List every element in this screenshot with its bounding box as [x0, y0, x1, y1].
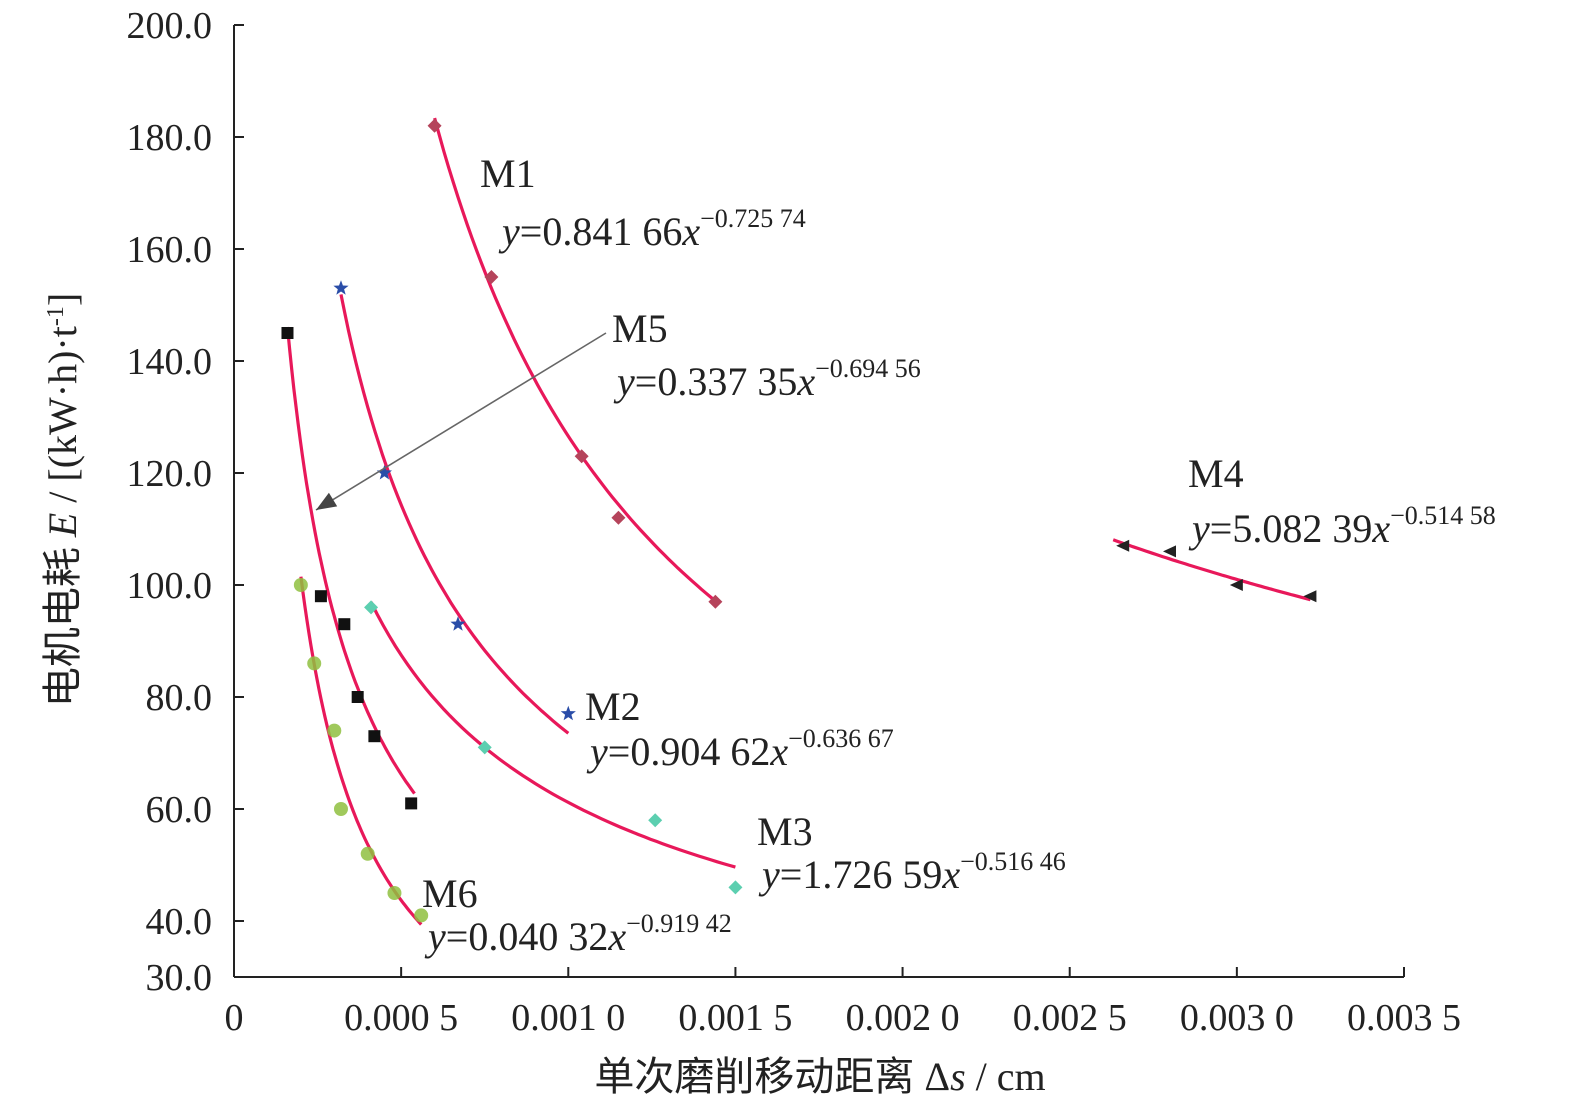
- data-point-m2: [376, 465, 392, 480]
- data-point-m1: [427, 118, 442, 133]
- data-point-m6: [327, 723, 342, 738]
- data-point-m6: [293, 578, 308, 592]
- x-axis-title: 单次磨削移动距离 Δs / cm: [594, 1054, 1045, 1099]
- fit-curve-m6: [299, 576, 423, 926]
- data-point-m5: [351, 691, 364, 703]
- data-point-m5: [368, 730, 381, 743]
- data-points: [281, 118, 1317, 923]
- fit-equation-m4: y=5.082 39x−0.514 58: [1188, 501, 1496, 551]
- series-name-m6: M6: [422, 871, 478, 916]
- fit-equation-m2: y=0.904 62x−0.636 67: [586, 724, 894, 774]
- data-point-m3: [728, 880, 743, 895]
- data-point-m5: [314, 590, 327, 603]
- data-point-m5: [405, 797, 418, 810]
- series-name-m4: M4: [1188, 451, 1244, 496]
- fit-curve-m2: [339, 294, 570, 735]
- data-point-m4: [1116, 539, 1130, 552]
- data-point-m5: [281, 327, 294, 339]
- fit-curve-m4: [1112, 538, 1311, 602]
- y-tick-label: 140.0: [127, 341, 213, 383]
- data-point-m6: [307, 656, 322, 671]
- data-point-m3: [477, 740, 492, 755]
- m5-pointer-arrow: [315, 332, 607, 511]
- fit-curve-m3: [369, 601, 736, 869]
- data-point-m2: [450, 616, 466, 631]
- x-tick-label: 0.003 0: [1180, 997, 1294, 1039]
- series-name-m5: M5: [612, 306, 668, 351]
- y-tick-label: 160.0: [127, 229, 213, 271]
- fit-curves: [285, 117, 1311, 926]
- m5-pointer-arrowhead: [316, 492, 338, 510]
- y-tick-label: 60.0: [146, 789, 213, 831]
- fit-curve-m5: [285, 326, 416, 795]
- data-point-m2: [333, 280, 349, 295]
- data-point-m4: [1229, 579, 1243, 591]
- data-point-m6: [333, 802, 348, 816]
- y-axis-title: 电机电耗 E / [(kW·h)·t-1]: [40, 293, 85, 707]
- data-point-m6: [414, 908, 429, 923]
- x-tick-label: 0.000 5: [344, 997, 458, 1039]
- axes: 0 0.000 5 0.001 0 0.001 5 0.002 0 0.002 5 0.00…: [127, 5, 1462, 1039]
- fit-equation-m3: y=1.726 59x−0.516 46: [758, 847, 1066, 897]
- data-point-m6: [360, 846, 375, 861]
- fit-equation-m5: y=0.337 35x−0.694 56: [613, 354, 921, 404]
- y-tick-label: 100.0: [127, 565, 213, 607]
- series-labels: M1 y=0.841 66x−0.725 74 M2y=0.904 62x−0.63…: [422, 151, 1496, 959]
- x-tick-label: 0.002 5: [1013, 997, 1127, 1039]
- series-name-m2: M2: [585, 684, 641, 729]
- data-point-m2: [560, 705, 576, 721]
- data-point-m4: [1163, 545, 1176, 558]
- fit-equation-m6: y=0.040 32x−0.919 42: [424, 909, 732, 959]
- data-point-m3: [648, 813, 663, 828]
- x-tick-label: 0.002 0: [846, 997, 960, 1039]
- data-point-m3: [364, 600, 379, 615]
- data-point-m6: [387, 886, 402, 900]
- x-tick-label: 0.001 5: [678, 997, 792, 1039]
- y-tick-label: 30.0: [146, 957, 213, 999]
- data-point-m4: [1303, 590, 1317, 603]
- data-point-m1: [574, 449, 589, 464]
- y-tick-label: 40.0: [146, 901, 213, 943]
- y-tick-label: 180.0: [127, 117, 213, 159]
- x-tick-label: 0.001 0: [511, 997, 625, 1039]
- data-point-m1: [611, 510, 626, 525]
- data-point-m1: [708, 594, 723, 609]
- y-tick-label: 200.0: [127, 5, 213, 47]
- series-name-m1: M1: [480, 151, 536, 196]
- fit-equation-m1: y=0.841 66x−0.725 74: [498, 204, 806, 254]
- y-tick-label: 80.0: [146, 677, 213, 719]
- data-point-m1: [484, 270, 499, 284]
- series-name-m3: M3: [757, 809, 813, 854]
- y-tick-label: 120.0: [127, 453, 213, 495]
- x-tick-label: 0: [225, 997, 244, 1039]
- x-tick-label: 0.003 5: [1347, 997, 1461, 1039]
- data-point-m5: [338, 618, 351, 631]
- fit-curve-m1: [433, 117, 717, 603]
